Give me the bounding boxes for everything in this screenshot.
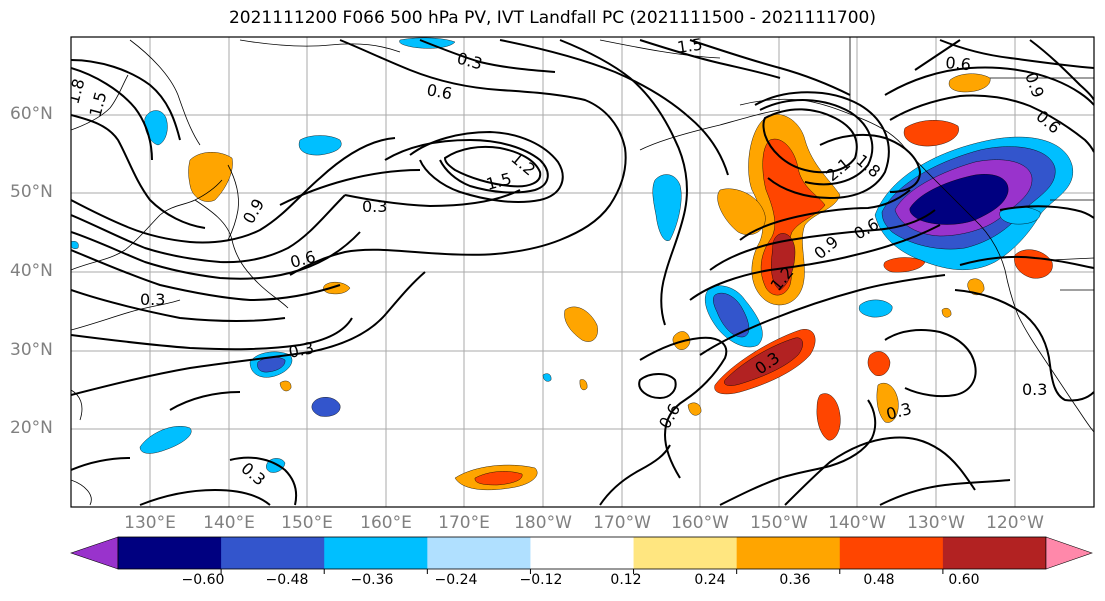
contour-label: 0.3 xyxy=(287,338,316,362)
pv-contours xyxy=(71,39,1094,506)
colorbar-segments xyxy=(117,536,1047,570)
contour-label: 0.6 xyxy=(425,80,453,103)
lon-label: 150°W xyxy=(750,513,808,533)
colorbar-tick-label: −0.24 xyxy=(434,572,478,588)
colorbar-extend-high xyxy=(1045,536,1093,570)
lon-label: 160°W xyxy=(671,513,729,533)
colorbar-segment xyxy=(736,537,841,569)
lon-label: 170°W xyxy=(593,513,651,533)
gridlines xyxy=(71,37,1094,507)
colorbar-segment xyxy=(324,537,428,569)
lon-label: 140°E xyxy=(203,513,255,533)
lon-label: 170°E xyxy=(438,513,490,533)
lon-label: 180°W xyxy=(514,513,572,533)
lon-label: 120°W xyxy=(986,513,1044,533)
colorbar-segment xyxy=(530,537,635,569)
lat-label-60n: 60°N xyxy=(10,104,53,124)
lat-label-40n: 40°N xyxy=(10,261,53,281)
colorbar-segment xyxy=(839,537,944,569)
colorbar-tick-label: −0.60 xyxy=(181,572,225,588)
lon-label: 160°E xyxy=(360,513,412,533)
contour-label: 1.5 xyxy=(676,35,704,57)
colorbar-segment xyxy=(118,537,222,569)
lat-label-30n: 30°N xyxy=(10,340,53,360)
colorbar-tick-label: 0.36 xyxy=(779,572,811,588)
map-border xyxy=(70,36,1095,508)
colorbar-tick-label: −0.48 xyxy=(265,572,309,588)
contour-label: 0.3 xyxy=(1022,380,1047,399)
colorbar-extend-low xyxy=(70,536,119,570)
colorbar-tick-label: 0.60 xyxy=(948,572,980,588)
colorbar-tick-label: 0.48 xyxy=(863,572,895,588)
contour-label: 0.3 xyxy=(140,290,165,309)
map-title: 2021111200 F066 500 hPa PV, IVT Landfall… xyxy=(228,8,876,28)
colorbar-segment xyxy=(427,537,531,569)
colorbar-tick-label: −0.12 xyxy=(519,572,563,588)
lon-label: 140°W xyxy=(828,513,886,533)
contour-label: 0.3 xyxy=(362,197,387,216)
colorbar xyxy=(70,536,1093,574)
colorbar-tick-label: 0.12 xyxy=(610,572,642,588)
lat-label-20n: 20°N xyxy=(10,418,53,438)
colorbar-tick-label: 0.24 xyxy=(694,572,726,588)
contour-label: 0.6 xyxy=(945,53,972,74)
colorbar-segment xyxy=(221,537,325,569)
negative-shading xyxy=(71,37,1074,473)
colorbar-tick-label: −0.36 xyxy=(350,572,394,588)
colorbar-segment xyxy=(633,537,738,569)
colorbar-segment xyxy=(942,537,1047,569)
lon-label: 130°W xyxy=(907,513,965,533)
lon-label: 150°E xyxy=(281,513,333,533)
lat-label-50n: 50°N xyxy=(10,182,53,202)
lon-label: 130°E xyxy=(124,513,176,533)
